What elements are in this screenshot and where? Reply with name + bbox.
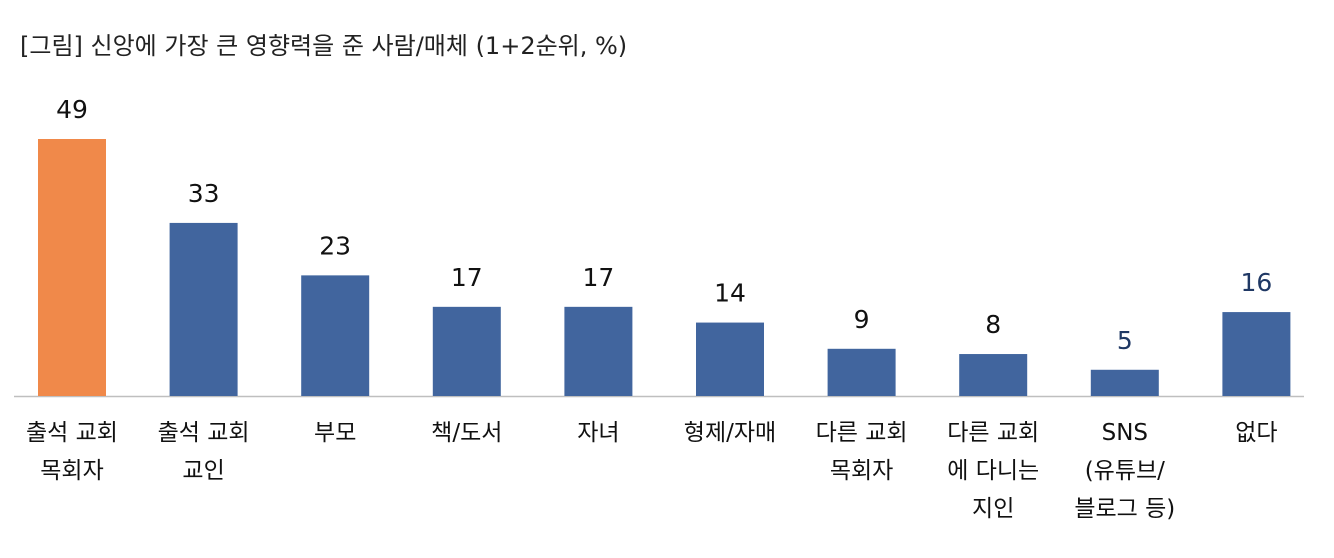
bar: [38, 139, 106, 396]
data-label: 33: [188, 179, 220, 208]
category-label: 자녀: [577, 420, 619, 446]
data-label: 23: [319, 231, 351, 260]
data-label: 17: [582, 263, 614, 292]
bar: [1222, 312, 1291, 396]
category-label: 지인: [972, 496, 1014, 522]
category-label: 블로그 등): [1074, 496, 1175, 522]
data-label: 49: [56, 95, 88, 124]
category-label: SNS: [1102, 420, 1148, 446]
data-label: 17: [451, 263, 483, 292]
category-label: 형제/자매: [684, 420, 776, 446]
category-label: 목회자: [40, 458, 103, 484]
category-label: 없다: [1235, 420, 1277, 446]
category-label: 에 다니는: [947, 458, 1039, 484]
category-label: 다른 교회: [947, 420, 1039, 446]
category-label: 목회자: [830, 458, 893, 484]
data-label: 16: [1240, 268, 1272, 297]
data-label: 9: [854, 305, 870, 334]
chart-title: [그림] 신앙에 가장 큰 영향력을 준 사람/매체 (1+2순위, %): [20, 32, 628, 60]
category-label: 부모: [314, 420, 356, 446]
category-label: 교인: [182, 458, 224, 484]
bar: [827, 348, 896, 396]
bar: [564, 306, 633, 396]
bar: [696, 322, 764, 396]
data-label: 5: [1117, 326, 1133, 355]
bar: [301, 275, 370, 396]
bar: [959, 354, 1028, 396]
category-label: 출석 교회: [158, 420, 250, 446]
category-label: (유튜브/: [1085, 458, 1165, 484]
bar: [432, 306, 501, 396]
bar: [169, 222, 238, 396]
data-label: 8: [985, 310, 1001, 339]
bar: [1090, 369, 1159, 396]
category-label: 책/도서: [431, 420, 502, 446]
category-label: 다른 교회: [816, 420, 908, 446]
category-label: 출석 교회: [26, 420, 118, 446]
data-label: 14: [714, 279, 746, 308]
